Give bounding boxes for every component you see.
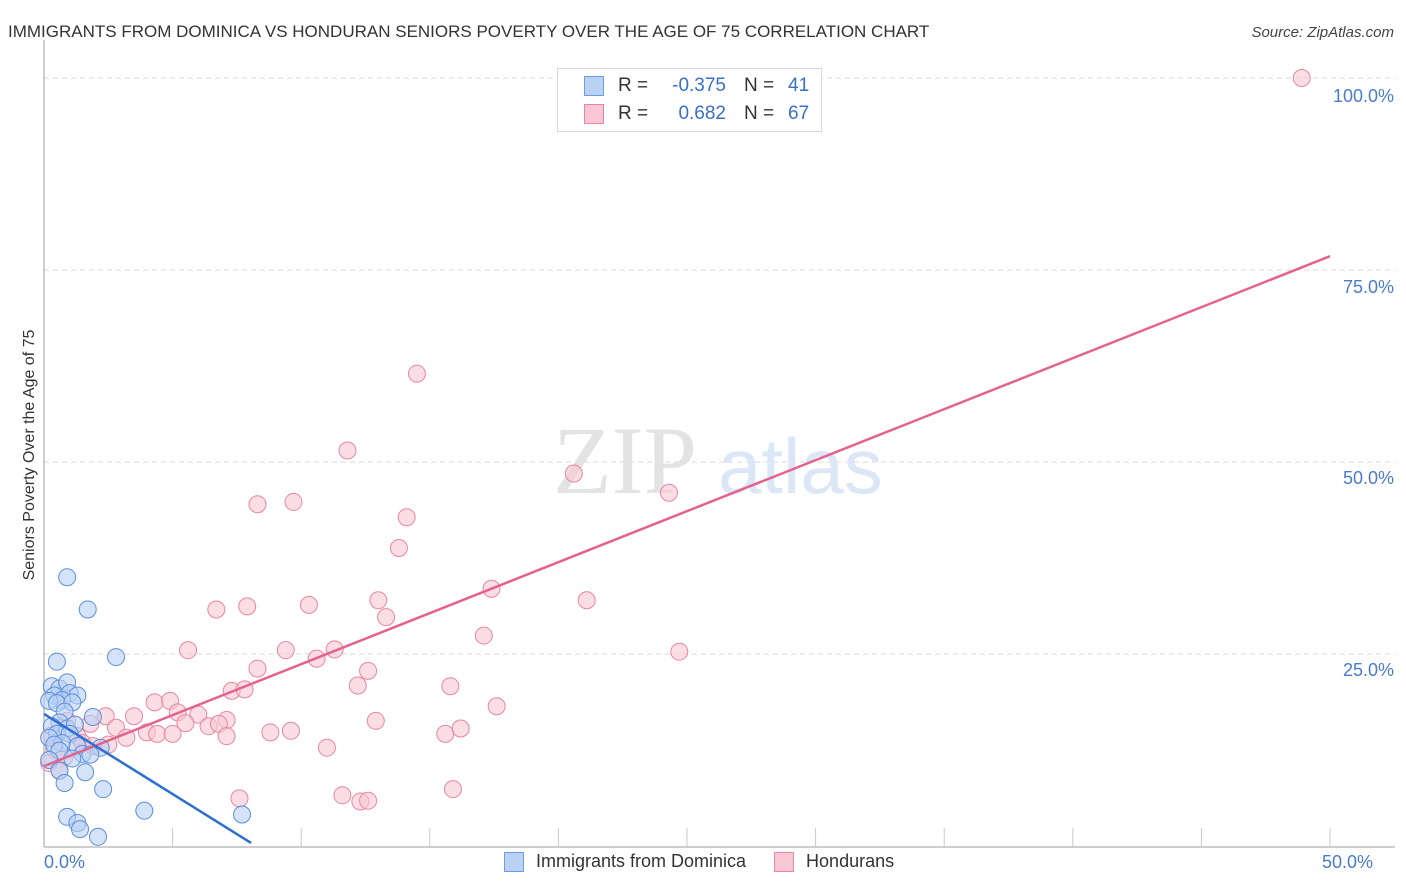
hondurans-swatch-icon <box>774 851 795 872</box>
r-value: 0.682 <box>678 103 726 124</box>
legend-label-hondurans: Hondurans <box>806 851 895 871</box>
n-label: N = <box>744 103 775 124</box>
stats-row-dominica: R = -0.375 N = 41 <box>584 74 809 98</box>
hondurans-swatch-icon <box>584 104 604 124</box>
stats-row-hondurans: R = 0.682 N = 67 <box>584 102 809 126</box>
source-credit: Source: ZipAtlas.com <box>1251 24 1394 41</box>
y-tick-25: 25.0% <box>1342 660 1394 680</box>
trend-lines <box>43 255 1331 844</box>
r-label: R = <box>618 103 649 124</box>
stats-legend: R = -0.375 N = 41 R = 0.682 N = 67 <box>557 68 822 132</box>
chart-title: IMMIGRANTS FROM DOMINICA VS HONDURAN SEN… <box>8 22 930 41</box>
gridlines <box>44 77 1395 655</box>
x-tick-50: 50.0% <box>1322 852 1374 872</box>
y-tick-50: 50.0% <box>1342 468 1394 488</box>
dominica-swatch-icon <box>584 76 604 96</box>
y-tick-100: 100.0% <box>1332 86 1394 106</box>
y-tick-75: 75.0% <box>1342 277 1394 297</box>
n-value: 41 <box>788 75 810 96</box>
legend-label-dominica: Immigrants from Dominica <box>536 851 747 871</box>
legend-item-dominica[interactable]: Immigrants from Dominica <box>504 851 746 872</box>
dominica-swatch-icon <box>504 851 524 872</box>
series-legend: Immigrants from Dominica Hondurans <box>504 851 922 872</box>
legend-item-hondurans[interactable]: Hondurans <box>774 851 894 872</box>
r-label: R = <box>618 75 649 96</box>
n-label: N = <box>744 75 775 96</box>
axes <box>43 40 1395 848</box>
x-tick-0: 0.0% <box>44 852 86 872</box>
r-value: -0.375 <box>672 75 726 96</box>
n-value: 67 <box>788 103 810 124</box>
